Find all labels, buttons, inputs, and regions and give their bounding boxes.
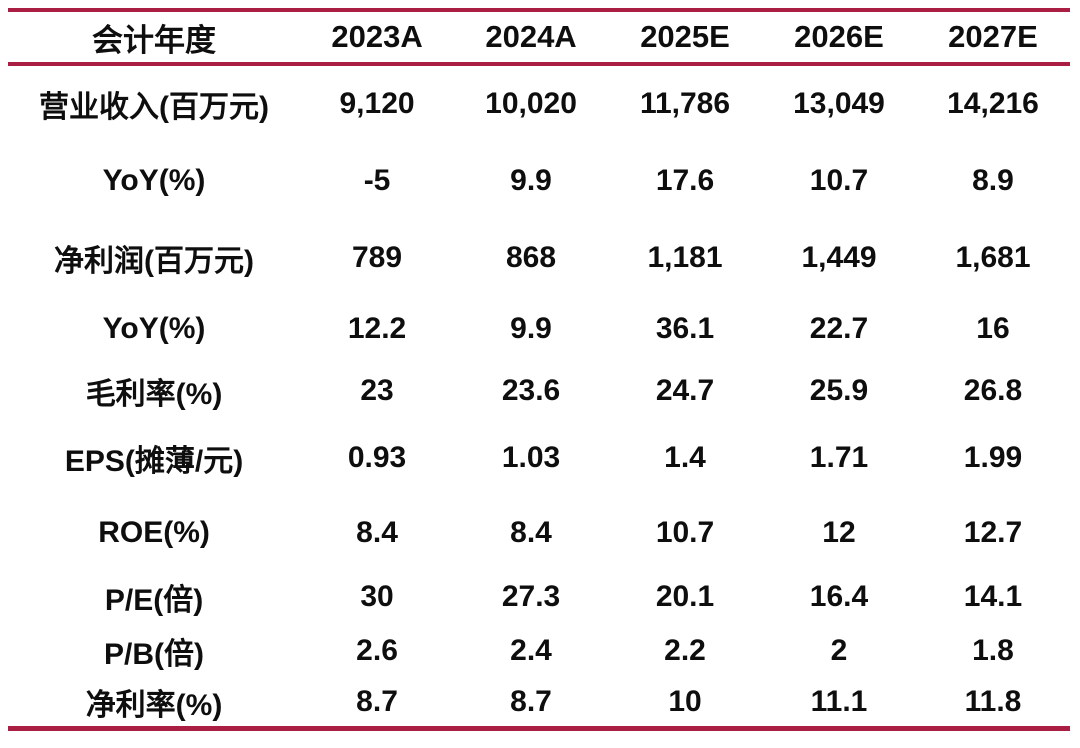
cell-value: 16 [976,312,1010,345]
row-label: 净利润(百万元) [54,244,255,278]
row-label: YoY(%) [102,163,206,197]
cell-value: 11.1 [810,684,868,718]
row-label: 营业收入(百万元) [39,91,270,124]
cell-value: 12.2 [347,312,407,345]
cell-value: 1.8 [972,634,1014,667]
cell-value: 10,020 [485,87,577,120]
table-header: 会计年度 2023A 2024A 2025E 2026E 2027E [8,10,1070,66]
table-body: 营业收入(百万元) 9,120 10,020 11,786 13,049 14,216 Yo… [8,64,1070,728]
cell-value: -5 [363,163,391,197]
cell-value: 2.6 [356,634,398,667]
cell-value: 11.8 [964,684,1022,718]
row-label: 净利率(%) [85,688,223,722]
cell-value: 1.4 [664,441,706,474]
cell-value: 2.4 [510,634,552,667]
table-row: 营业收入(百万元) 9,120 10,020 11,786 13,049 14,216 [8,64,1070,142]
cell-value: 9.9 [510,163,552,197]
column-header-year: 2027E [915,10,1070,66]
cell-value: 0.93 [347,441,407,474]
cell-value: 8.4 [356,516,398,549]
table-row: 净利润(百万元) 789 868 1,181 1,449 1,681 [8,219,1070,296]
cell-value: 1.03 [501,441,561,474]
column-header-fiscal-year: 会计年度 [8,10,301,66]
cell-value: 1,181 [647,240,723,274]
column-header-year: 2025E [608,10,762,66]
column-header-year: 2026E [762,10,916,66]
cell-value: 8.7 [356,684,398,718]
cell-value: 17.6 [655,163,715,197]
cell-value: 2.2 [664,634,706,667]
cell-value: 1.71 [809,441,869,474]
table-row: EPS(摊薄/元) 0.93 1.03 1.4 1.71 1.99 [8,420,1070,496]
row-label: 毛利率(%) [85,378,223,411]
cell-value: 12 [822,516,856,549]
table-row: 毛利率(%) 23 23.6 24.7 25.9 26.8 [8,362,1070,420]
cell-value: 10 [668,684,702,718]
cell-value: 26.8 [963,374,1023,407]
cell-value: 13,049 [793,87,885,120]
cell-value: 2 [830,634,848,667]
cell-value: 14.1 [963,580,1023,613]
cell-value: 10.7 [655,516,715,549]
cell-value: 14,216 [947,87,1039,120]
row-label: ROE(%) [98,516,210,549]
financial-summary-table: 会计年度 2023A 2024A 2025E 2026E 2027E 营业收入(百万元) 9… [8,8,1070,731]
cell-value: 16.4 [809,580,869,613]
financial-summary-table-wrap: 会计年度 2023A 2024A 2025E 2026E 2027E 营业收入(百万元) 9… [8,8,1070,731]
cell-value: 8.9 [972,163,1014,197]
column-header-year: 2024A [454,10,609,66]
table-row: 净利率(%) 8.7 8.7 10 11.1 11.8 [8,678,1070,728]
cell-value: 8.4 [510,516,552,549]
cell-value: 20.1 [655,580,715,613]
cell-value: 11,786 [639,87,731,120]
table-row: P/B(倍) 2.6 2.4 2.2 2 1.8 [8,624,1070,678]
cell-value: 10.7 [809,163,869,197]
cell-value: 1,449 [801,240,877,274]
table-row: ROE(%) 8.4 8.4 10.7 12 12.7 [8,496,1070,570]
cell-value: 25.9 [809,374,869,407]
cell-value: 30 [360,580,394,613]
cell-value: 8.7 [510,684,552,718]
column-header-year: 2023A [300,10,455,66]
cell-value: 36.1 [655,312,715,345]
row-label: P/E(倍) [104,584,204,617]
table-row: YoY(%) 12.2 9.9 36.1 22.7 16 [8,296,1070,362]
cell-value: 789 [352,240,403,274]
cell-value: 868 [505,240,557,274]
cell-value: 23 [360,374,394,407]
table-row: YoY(%) -5 9.9 17.6 10.7 8.9 [8,142,1070,219]
cell-value: 22.7 [809,312,869,345]
cell-value: 1,681 [955,240,1031,274]
row-label: P/B(倍) [104,638,205,671]
cell-value: 9,120 [339,87,415,120]
row-label: YoY(%) [102,312,206,345]
cell-value: 27.3 [501,580,561,613]
header-row: 会计年度 2023A 2024A 2025E 2026E 2027E [8,10,1070,66]
row-label: EPS(摊薄/元) [64,445,244,478]
cell-value: 9.9 [510,312,552,345]
cell-value: 24.7 [655,374,715,407]
cell-value: 1.99 [963,441,1023,474]
cell-value: 23.6 [501,374,561,407]
table-row: P/E(倍) 30 27.3 20.1 16.4 14.1 [8,570,1070,624]
cell-value: 12.7 [963,516,1023,549]
